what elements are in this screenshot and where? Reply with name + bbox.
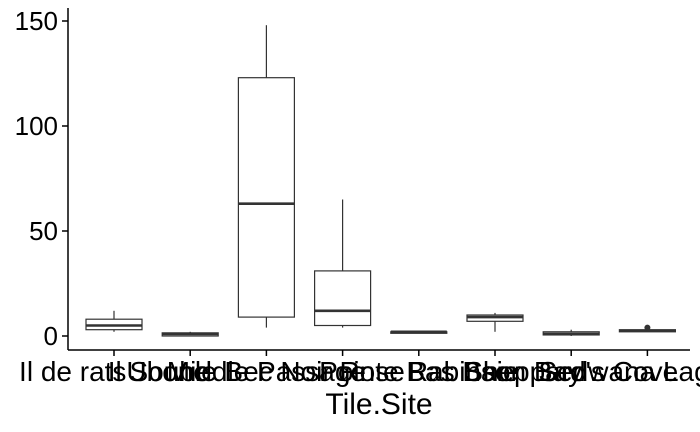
y-tick-label: 50 (29, 216, 58, 246)
x-tick-label: Rabinson Bay (408, 356, 582, 387)
box-8 (618, 324, 677, 333)
y-tick-label: 100 (15, 111, 58, 141)
y-ticks: 0 50 100 150 (15, 6, 68, 351)
box-4 (314, 199, 372, 328)
box-3 (237, 25, 295, 328)
x-tick-label: Il de ratsUbone (19, 356, 209, 387)
x-tick-label: Sedwana Lagoon (538, 356, 700, 387)
x-tick-label: Il Souble Bec (108, 356, 273, 387)
box-5 (390, 330, 448, 334)
x-tick-label: Pointe Bas Baie (319, 356, 518, 387)
outlier-point (644, 324, 651, 331)
axes (67, 8, 690, 351)
iqr-box (314, 270, 372, 327)
box-6 (466, 312, 524, 332)
x-tick-label: Noir Rose (280, 356, 404, 387)
x-axis-title: Tile.Site (325, 388, 432, 421)
y-tick-label: 150 (15, 6, 58, 36)
iqr-box (237, 77, 295, 318)
x-tick-label: Middle Passage (167, 356, 366, 387)
x-tick-label: Sheppard's Cove (464, 356, 678, 387)
box-1 (85, 310, 143, 332)
box-7 (542, 329, 600, 336)
box-2 (161, 331, 219, 337)
y-tick-label: 0 (44, 321, 58, 351)
boxes (85, 25, 677, 337)
